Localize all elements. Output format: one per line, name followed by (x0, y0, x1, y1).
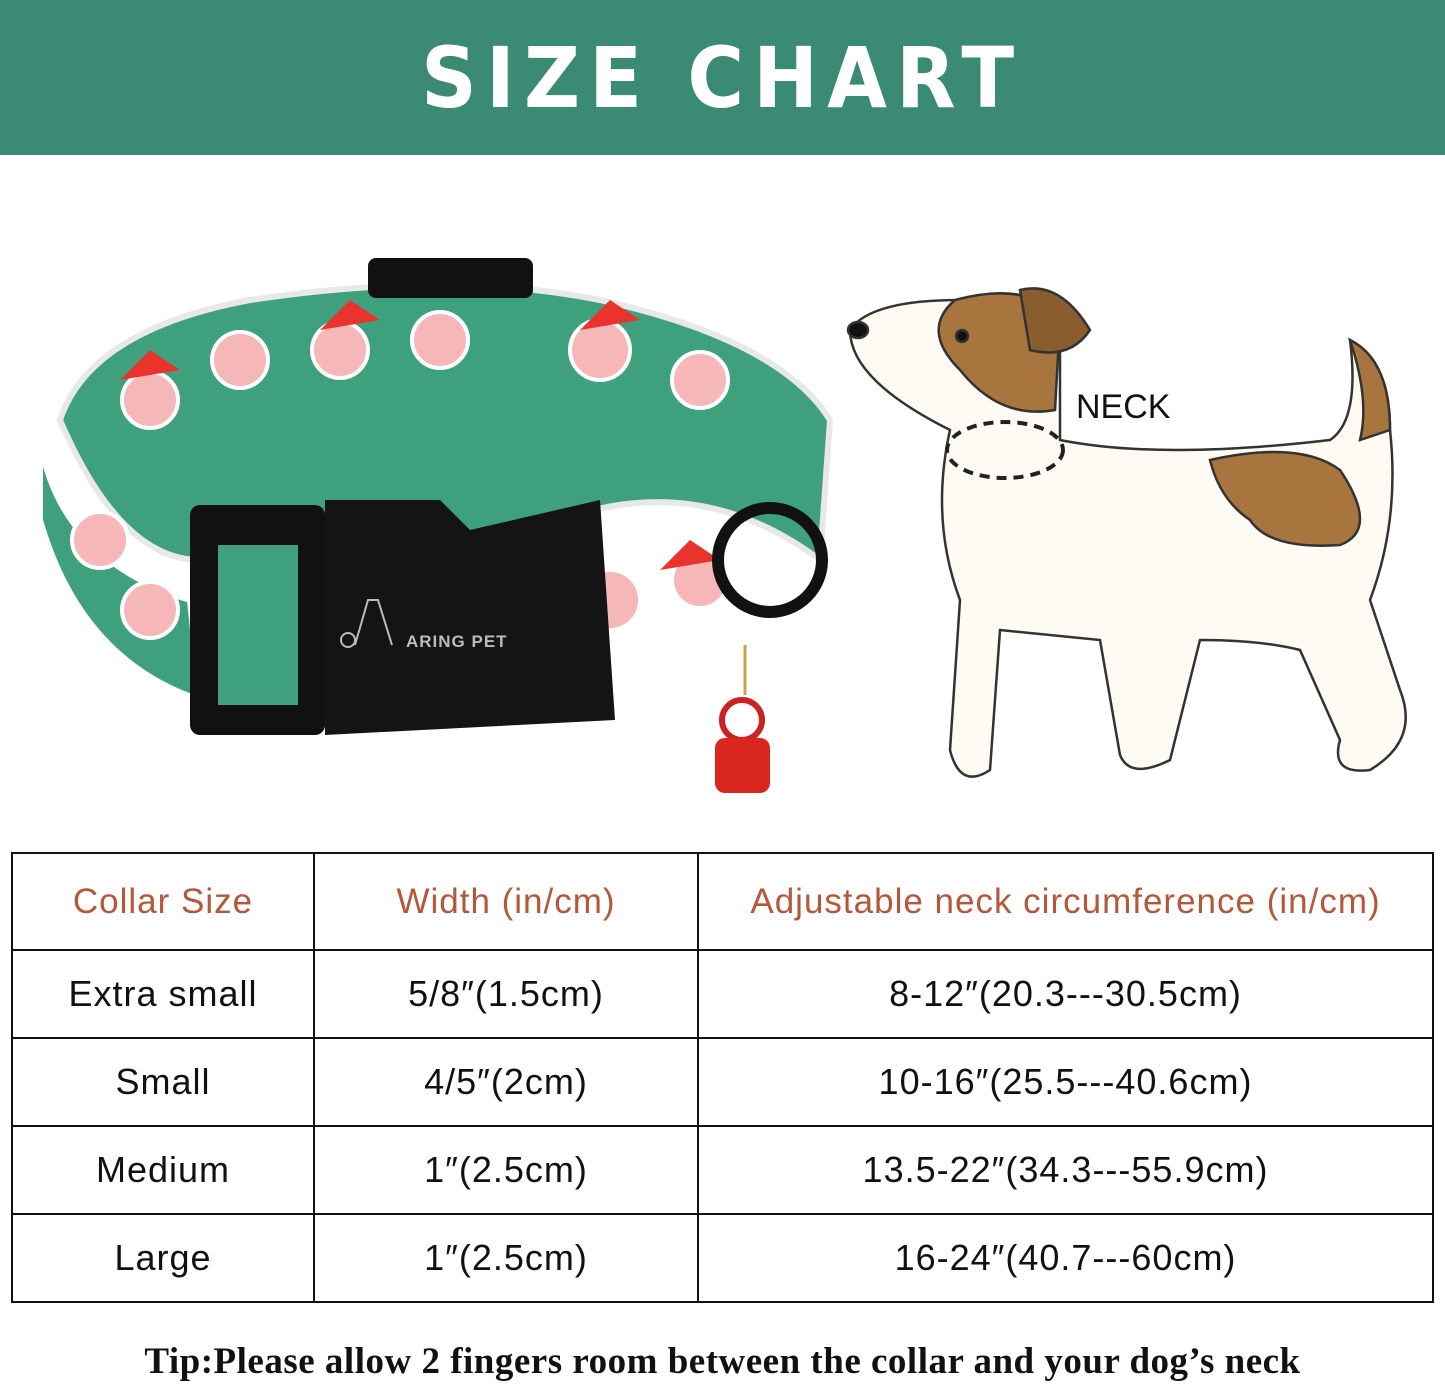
tip-text: Tip:Please allow 2 fingers room between … (144, 1341, 1301, 1382)
cell-width: 4/5″(2cm) (313, 1037, 699, 1127)
page-title: SIZE CHART (421, 28, 1024, 127)
collar-image (37, 258, 834, 793)
neck-label: NECK (1076, 388, 1171, 426)
header-collar-size: Collar Size (11, 852, 315, 951)
product-illustration (37, 258, 1407, 793)
neck-measure-icon (945, 420, 1065, 480)
cell-neck: 13.5-22″(34.3---55.9cm) (697, 1125, 1434, 1215)
cell-neck: 16-24″(40.7---60cm) (697, 1213, 1434, 1303)
header-banner: SIZE CHART (0, 0, 1445, 155)
cell-size: Large (11, 1213, 315, 1303)
table-header-row: Collar Size Width (in/cm) Adjustable nec… (11, 852, 1434, 951)
table-row: Medium 1″(2.5cm) 13.5-22″(34.3---55.9cm) (11, 1125, 1434, 1215)
table-row: Extra small 5/8″(1.5cm) 8-12″(20.3---30.… (11, 949, 1434, 1039)
brand-logo-text: ARING PET (406, 632, 508, 651)
header-neck-circumference: Adjustable neck circumference (in/cm) (697, 852, 1434, 951)
table-row: Small 4/5″(2cm) 10-16″(25.5---40.6cm) (11, 1037, 1434, 1127)
table-row: Large 1″(2.5cm) 16-24″(40.7---60cm) (11, 1213, 1434, 1303)
cell-size: Small (11, 1037, 315, 1127)
size-table: Collar Size Width (in/cm) Adjustable nec… (11, 852, 1434, 1303)
cell-width: 1″(2.5cm) (313, 1125, 699, 1215)
cell-size: Extra small (11, 949, 315, 1039)
cell-width: 5/8″(1.5cm) (313, 949, 699, 1039)
cat-logo-icon (340, 599, 393, 648)
header-width: Width (in/cm) (313, 852, 699, 951)
cell-neck: 8-12″(20.3---30.5cm) (697, 949, 1434, 1039)
dog-illustration (846, 287, 1407, 778)
santa-charm (715, 645, 770, 793)
cell-size: Medium (11, 1125, 315, 1215)
cell-neck: 10-16″(25.5---40.6cm) (697, 1037, 1434, 1127)
cell-width: 1″(2.5cm) (313, 1213, 699, 1303)
